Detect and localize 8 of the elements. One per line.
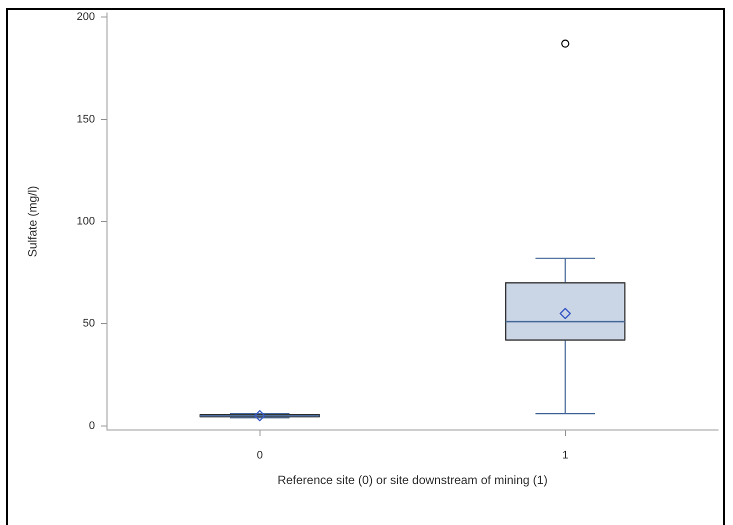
x-axis-title: Reference site (0) or site downstream of mining (1) bbox=[277, 473, 548, 488]
y-tick-label: 100 bbox=[76, 216, 95, 228]
y-tick-label: 50 bbox=[82, 318, 95, 330]
y-tick-label: 150 bbox=[76, 113, 95, 126]
x-tick-label: 1 bbox=[562, 450, 568, 462]
y-tick-label: 0 bbox=[88, 420, 95, 432]
y-axis-title: Sulfate (mg/l) bbox=[26, 186, 40, 258]
y-tick-label: 200 bbox=[76, 11, 95, 24]
